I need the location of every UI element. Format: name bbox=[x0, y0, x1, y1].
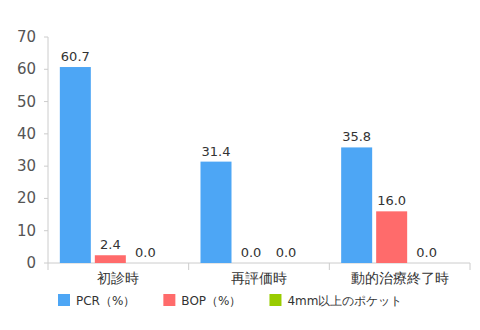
bar bbox=[411, 263, 442, 264]
bar bbox=[60, 67, 91, 263]
y-tick-label: 60 bbox=[17, 60, 36, 78]
y-tick bbox=[44, 101, 48, 102]
y-tick-label: 50 bbox=[17, 93, 36, 111]
data-label: 60.7 bbox=[61, 49, 90, 64]
chart-container: 0 10 20 30 40 50 60 70 60.7 2.4 0.0 31.4 0.0 0.0 35.8 1… bbox=[0, 0, 480, 330]
bar bbox=[236, 263, 267, 264]
y-tick bbox=[44, 230, 48, 231]
y-tick bbox=[44, 37, 48, 38]
y-tick bbox=[44, 166, 48, 167]
category-separator bbox=[48, 263, 49, 270]
data-labels: 60.7 2.4 0.0 31.4 0.0 0.0 35.8 16.0 0.0 bbox=[61, 49, 437, 260]
category-label: 再評価時 bbox=[231, 270, 287, 286]
legend: PCR（%） BOP（%） 4mm以上のポケット bbox=[58, 294, 402, 308]
bar bbox=[201, 162, 232, 263]
data-label: 0.0 bbox=[276, 245, 297, 260]
category-label: 初診時 bbox=[97, 270, 139, 286]
y-tick-label: 0 bbox=[26, 254, 36, 272]
category-separator bbox=[470, 263, 471, 270]
y-tick-label: 30 bbox=[17, 157, 36, 175]
category-separator bbox=[329, 263, 330, 270]
y-tick bbox=[44, 198, 48, 199]
y-tick-label: 40 bbox=[17, 125, 36, 143]
y-tick-label: 20 bbox=[17, 189, 36, 207]
data-label: 2.4 bbox=[100, 237, 121, 252]
y-tick-label: 70 bbox=[17, 28, 36, 46]
y-axis bbox=[48, 37, 49, 263]
chart-svg: 0 10 20 30 40 50 60 70 60.7 2.4 0.0 31.4 0.0 0.0 35.8 1… bbox=[0, 0, 480, 330]
legend-swatch bbox=[58, 294, 70, 306]
data-label: 31.4 bbox=[202, 144, 231, 159]
y-tick bbox=[44, 263, 48, 264]
data-label: 0.0 bbox=[416, 245, 437, 260]
bar bbox=[341, 147, 372, 263]
bar bbox=[376, 211, 407, 263]
data-label: 0.0 bbox=[135, 245, 156, 260]
data-label: 35.8 bbox=[342, 129, 371, 144]
y-tick bbox=[44, 133, 48, 134]
legend-label: 4mm以上のポケット bbox=[287, 294, 402, 308]
bar bbox=[271, 263, 302, 264]
bar bbox=[95, 255, 126, 263]
data-label: 0.0 bbox=[241, 245, 262, 260]
bars bbox=[60, 67, 407, 263]
y-tick-label: 10 bbox=[17, 222, 36, 240]
legend-swatch bbox=[163, 294, 175, 306]
legend-label: BOP（%） bbox=[181, 294, 241, 308]
data-label: 16.0 bbox=[377, 193, 406, 208]
bar bbox=[130, 263, 161, 264]
legend-swatch bbox=[269, 294, 281, 306]
category-label: 動的治療終了時 bbox=[351, 270, 449, 286]
category-separator bbox=[188, 263, 189, 270]
y-tick bbox=[44, 69, 48, 70]
legend-label: PCR（%） bbox=[76, 294, 135, 308]
